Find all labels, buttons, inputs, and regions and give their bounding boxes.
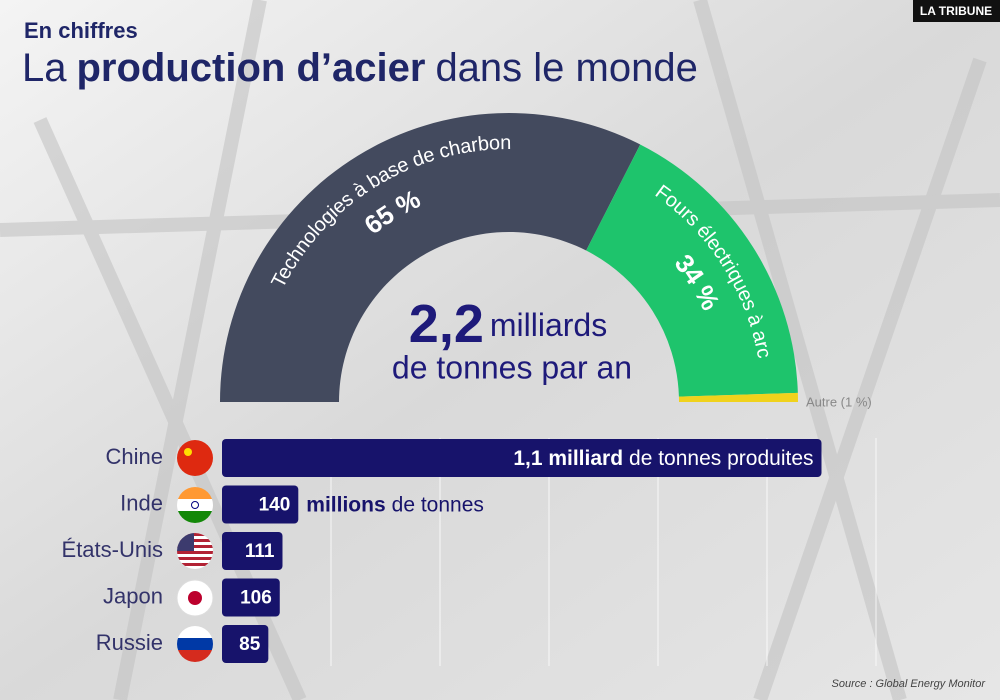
flag-china (177, 440, 213, 476)
brand-box (913, 0, 1000, 22)
category-label: Russie (96, 630, 163, 655)
center-number: 2,2 (409, 294, 484, 354)
flag-usa (177, 533, 213, 569)
title: La production d’acier dans le monde (22, 46, 698, 90)
value-label: 111 (245, 541, 275, 562)
title-end: dans le monde (435, 46, 697, 90)
bar (222, 578, 280, 617)
category-label: Chine (106, 444, 163, 469)
brand: LA TRIBUNE (920, 4, 992, 18)
value-label: 1,1 milliard de tonnes produites (513, 447, 813, 470)
title-start: La (22, 46, 67, 90)
value-label: 140 (259, 495, 291, 516)
bar (222, 625, 269, 663)
segment-label: Autre (1 %) (806, 394, 872, 409)
bar (222, 439, 822, 477)
title-bold: production d’acier (77, 46, 426, 90)
flag-russia (177, 626, 213, 662)
value-annotation: millions de tonnes (306, 493, 484, 516)
annotation-bold: millions (306, 493, 385, 516)
value-label: 85 (239, 634, 261, 655)
donut-segment (220, 112, 641, 403)
bar (222, 485, 299, 524)
center-unit: milliards (490, 307, 607, 343)
value-number: 140 (259, 495, 291, 516)
flag-india (177, 487, 213, 523)
bar (222, 532, 283, 570)
donut-segment (586, 144, 798, 397)
category-label: Japon (103, 583, 163, 608)
value-annotation: de tonnes produites (629, 447, 813, 470)
source: Source : Global Energy Monitor (832, 678, 987, 690)
value-number: 106 (240, 588, 272, 609)
annotation-text: de tonnes (392, 493, 484, 516)
flag-sun (188, 591, 202, 605)
kicker: En chiffres (24, 18, 138, 43)
value-number: 111 (245, 541, 275, 562)
center-line2: de tonnes par an (392, 349, 632, 385)
flags (176, 440, 214, 662)
flag-star (184, 448, 192, 456)
category-label: États-Unis (62, 537, 163, 562)
value-number: 85 (239, 634, 261, 655)
bar-chart: Chine 1,1 milliard de tonnes produites Inde… (62, 438, 877, 666)
category-label: Inde (120, 490, 163, 515)
center-total: 2,2 milliards (409, 294, 607, 354)
donut-segment (678, 392, 799, 402)
value-number: 1,1 milliard (513, 447, 623, 470)
value-label: 106 (240, 588, 272, 609)
